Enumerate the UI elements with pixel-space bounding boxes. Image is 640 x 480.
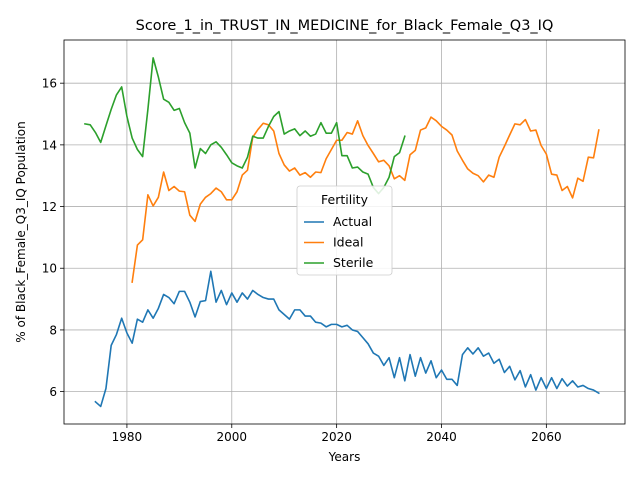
- x-tick-label: 2000: [217, 430, 248, 444]
- plot-frame: [63, 39, 626, 425]
- x-tick-label: 2040: [426, 430, 457, 444]
- legend-box: [296, 185, 393, 276]
- x-tick-label: 2020: [321, 430, 352, 444]
- y-tick-label: 6: [49, 385, 57, 399]
- series-line-sterile: [84, 57, 406, 195]
- series-line-actual: [94, 270, 600, 408]
- y-tick-label: 16: [42, 77, 57, 91]
- legend-label-actual: Actual: [333, 214, 372, 229]
- y-tick-label: 8: [49, 323, 57, 337]
- y-axis: 6 8 10 12 14 16: [42, 77, 64, 399]
- series-lines: [84, 57, 600, 408]
- y-axis-label: % of Black_Female_Q3_IQ Population: [14, 121, 28, 342]
- chart-title: Score_1_in_TRUST_IN_MEDICINE_for_Black_F…: [136, 18, 554, 34]
- legend: Fertility Actual Ideal Sterile: [296, 185, 393, 276]
- legend-title: Fertility: [321, 192, 369, 207]
- y-tick-label: 12: [42, 200, 57, 214]
- x-tick-label: 2060: [531, 430, 562, 444]
- x-axis-label: Years: [328, 450, 361, 464]
- y-tick-label: 14: [42, 138, 57, 152]
- series-line-ideal: [131, 116, 600, 284]
- x-axis: 1980 2000 2020 2040 2060: [112, 424, 562, 444]
- x-tick-label: 1980: [112, 430, 143, 444]
- y-tick-label: 10: [42, 262, 57, 276]
- legend-label-ideal: Ideal: [333, 235, 363, 250]
- legend-label-sterile: Sterile: [333, 255, 374, 270]
